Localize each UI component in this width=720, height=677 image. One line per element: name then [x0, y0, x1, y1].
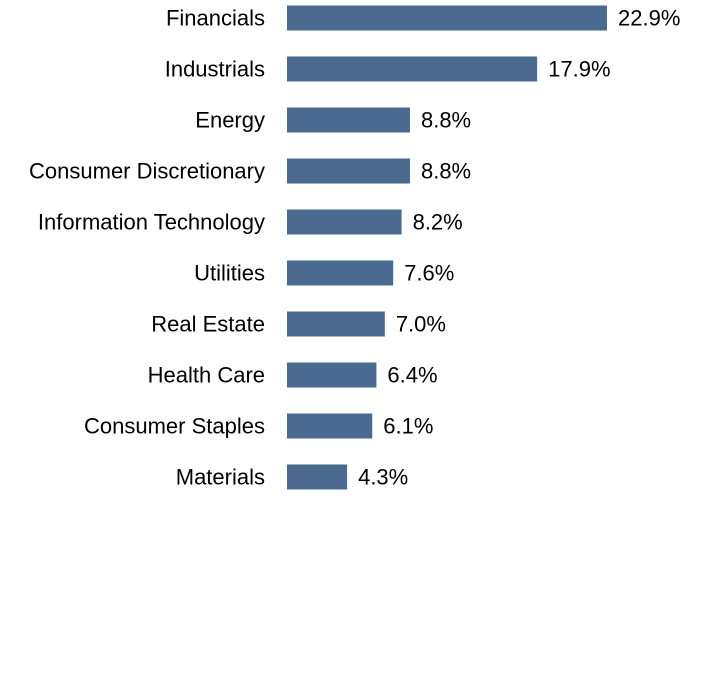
bar-row: Consumer Staples 6.1%	[84, 413, 433, 439]
bar-row: Information Technology 8.2%	[38, 209, 463, 235]
bars-layer: Financials 22.9% Industrials 17.9% Energy 8.8…	[29, 5, 680, 490]
bar	[287, 260, 394, 286]
value-label: 7.0%	[396, 312, 446, 337]
bar	[287, 311, 385, 337]
category-label: Industrials	[165, 57, 265, 82]
value-label: 17.9%	[548, 57, 610, 82]
category-label: Information Technology	[38, 210, 265, 235]
bar	[287, 56, 538, 82]
value-label: 8.8%	[421, 108, 471, 133]
value-label: 7.6%	[404, 261, 454, 286]
bar	[287, 362, 377, 388]
bar-row: Energy 8.8%	[195, 107, 471, 133]
category-label: Consumer Staples	[84, 414, 265, 439]
bar	[287, 107, 410, 133]
category-label: Energy	[195, 108, 265, 133]
bar-row: Materials 4.3%	[176, 464, 408, 490]
bar-row: Industrials 17.9%	[165, 56, 611, 82]
bar-row: Consumer Discretionary 8.8%	[29, 158, 471, 184]
value-label: 22.9%	[618, 6, 680, 31]
category-label: Financials	[166, 6, 265, 31]
category-label: Utilities	[194, 261, 265, 286]
bar	[287, 158, 410, 184]
bar	[287, 5, 607, 31]
value-label: 6.4%	[387, 363, 437, 388]
bar	[287, 464, 348, 490]
value-label: 4.3%	[358, 465, 408, 490]
bar-row: Health Care 6.4%	[148, 362, 438, 388]
value-label: 6.1%	[383, 414, 433, 439]
category-label: Real Estate	[151, 312, 265, 337]
value-label: 8.2%	[413, 210, 463, 235]
bar-row: Financials 22.9%	[166, 5, 680, 31]
category-label: Health Care	[148, 363, 265, 388]
bar-row: Real Estate 7.0%	[151, 311, 446, 337]
category-label: Materials	[176, 465, 265, 490]
category-label: Consumer Discretionary	[29, 159, 265, 184]
bar	[287, 413, 373, 439]
bar	[287, 209, 402, 235]
value-label: 8.8%	[421, 159, 471, 184]
bar-row: Utilities 7.6%	[194, 260, 454, 286]
